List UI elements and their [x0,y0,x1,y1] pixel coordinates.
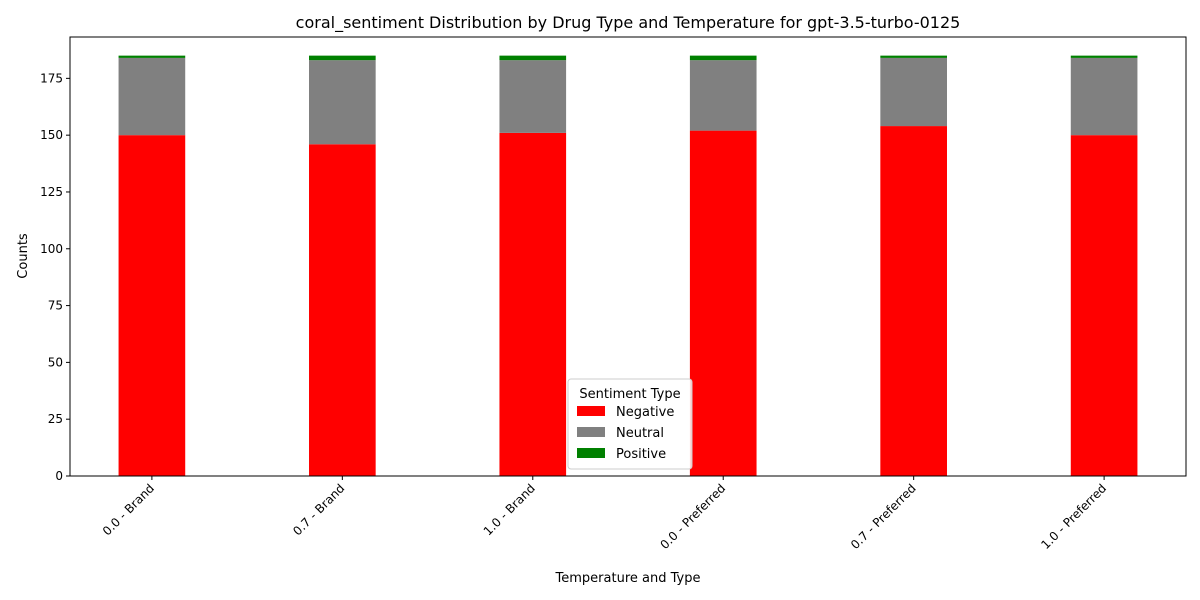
legend-title: Sentiment Type [579,387,680,402]
legend: Sentiment Type Negative Neutral Positive [567,378,693,470]
legend-swatch-positive [577,448,605,458]
legend-label-neutral: Neutral [616,426,664,441]
x-axis: 0.0 - Brand 0.7 - Brand 1.0 - Brand 0.0 - P… [100,476,1109,552]
x-tick-label-3: 0.0 - Preferred [658,481,729,552]
y-tick-label-6: 150 [40,128,63,142]
bar-neutral-4 [880,57,947,127]
legend-swatch-negative [577,406,605,416]
y-tick-label-2: 50 [48,355,63,369]
bar-negative-5 [1070,135,1138,476]
legend-box [567,378,693,470]
legend-label-negative: Negative [616,405,674,420]
bar-neutral-3 [689,60,757,131]
y-tick-label-1: 25 [48,412,63,426]
bar-negative-4 [880,126,947,477]
bar-positive-0 [118,55,186,58]
x-tick-label-0: 0.0 - Brand [100,481,157,538]
legend-label-positive: Positive [616,447,666,462]
bar-negative-1 [309,144,376,476]
x-tick-label-1: 0.7 - Brand [290,481,347,538]
bar-positive-4 [880,55,947,58]
y-tick-label-4: 100 [40,242,63,256]
y-tick-label-3: 75 [48,299,63,313]
x-axis-label: Temperature and Type [555,571,701,586]
legend-items: Negative Neutral Positive [577,405,674,462]
chart-title: coral_sentiment Distribution by Drug Typ… [296,13,961,33]
bar-neutral-2 [499,60,567,133]
y-tick-label-7: 175 [40,71,63,85]
bar-negative-2 [499,132,567,477]
y-axis: 0 25 50 75 100 125 150 175 [40,71,70,483]
x-tick-label-4: 0.7 - Preferred [848,481,919,552]
y-tick-label-5: 125 [40,185,63,199]
y-tick-label-0: 0 [55,469,63,483]
y-axis-label: Counts [16,233,31,279]
bar-positive-5 [1070,55,1138,58]
bar-positive-1 [309,55,376,61]
legend-swatch-neutral [577,427,605,437]
plot-area [118,55,1138,477]
bar-neutral-1 [309,60,376,145]
bar-positive-2 [499,55,567,61]
bar-neutral-5 [1070,57,1138,136]
x-tick-label-2: 1.0 - Brand [481,481,538,538]
bar-negative-3 [689,130,757,476]
bar-positive-3 [689,55,757,61]
plot-frame [69,36,1187,477]
x-tick-label-5: 1.0 - Preferred [1038,481,1109,552]
bar-neutral-0 [118,57,186,136]
bar-negative-0 [118,135,186,476]
